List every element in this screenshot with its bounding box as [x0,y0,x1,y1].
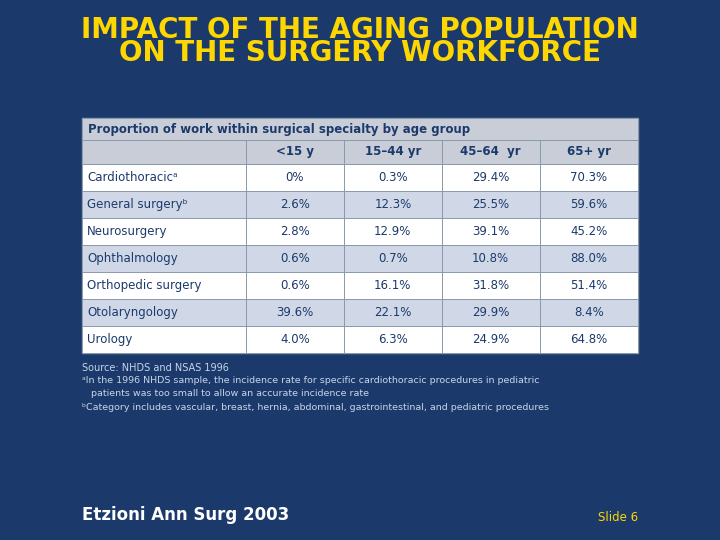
Text: 2.8%: 2.8% [280,225,310,238]
Text: 31.8%: 31.8% [472,279,509,292]
Text: 12.3%: 12.3% [374,198,411,211]
Text: 70.3%: 70.3% [570,171,608,184]
Text: 10.8%: 10.8% [472,252,509,265]
Text: 45.2%: 45.2% [570,225,608,238]
Text: IMPACT OF THE AGING POPULATION: IMPACT OF THE AGING POPULATION [81,16,639,44]
FancyBboxPatch shape [82,272,638,299]
FancyBboxPatch shape [82,326,638,353]
Text: 6.3%: 6.3% [378,333,408,346]
Text: 64.8%: 64.8% [570,333,608,346]
Text: ᵃIn the 1996 NHDS sample, the incidence rate for specific cardiothoracic procedu: ᵃIn the 1996 NHDS sample, the incidence … [82,376,539,397]
FancyBboxPatch shape [82,191,638,218]
Text: 59.6%: 59.6% [570,198,608,211]
Text: 45–64  yr: 45–64 yr [460,145,521,159]
Text: Slide 6: Slide 6 [598,511,638,524]
Text: Orthopedic surgery: Orthopedic surgery [87,279,202,292]
FancyBboxPatch shape [82,164,638,191]
Text: 22.1%: 22.1% [374,306,412,319]
Text: 0%: 0% [286,171,304,184]
Text: Ophthalmology: Ophthalmology [87,252,178,265]
Text: Source: NHDS and NSAS 1996: Source: NHDS and NSAS 1996 [82,363,229,373]
Text: 25.5%: 25.5% [472,198,509,211]
FancyBboxPatch shape [82,118,638,353]
FancyBboxPatch shape [82,140,638,164]
Text: 24.9%: 24.9% [472,333,509,346]
Text: 39.6%: 39.6% [276,306,314,319]
Text: 12.9%: 12.9% [374,225,412,238]
Text: Neurosurgery: Neurosurgery [87,225,168,238]
Text: 51.4%: 51.4% [570,279,608,292]
Text: 29.9%: 29.9% [472,306,509,319]
Text: 88.0%: 88.0% [570,252,607,265]
Text: 0.3%: 0.3% [378,171,408,184]
Text: <15 y: <15 y [276,145,314,159]
Text: 65+ yr: 65+ yr [567,145,611,159]
FancyBboxPatch shape [82,245,638,272]
Text: 39.1%: 39.1% [472,225,509,238]
Text: 29.4%: 29.4% [472,171,509,184]
Text: General surgeryᵇ: General surgeryᵇ [87,198,188,211]
Text: 4.0%: 4.0% [280,333,310,346]
Text: 0.6%: 0.6% [280,252,310,265]
Text: 2.6%: 2.6% [280,198,310,211]
FancyBboxPatch shape [82,218,638,245]
Text: Etzioni Ann Surg 2003: Etzioni Ann Surg 2003 [82,506,289,524]
Text: 0.7%: 0.7% [378,252,408,265]
Text: Urology: Urology [87,333,132,346]
Text: Proportion of work within surgical specialty by age group: Proportion of work within surgical speci… [88,123,470,136]
Text: 15–44 yr: 15–44 yr [364,145,421,159]
Text: Otolaryngology: Otolaryngology [87,306,178,319]
Text: ON THE SURGERY WORKFORCE: ON THE SURGERY WORKFORCE [119,39,601,67]
FancyBboxPatch shape [82,118,638,140]
Text: 0.6%: 0.6% [280,279,310,292]
Text: ᵇCategory includes vascular, breast, hernia, abdominal, gastrointestinal, and pe: ᵇCategory includes vascular, breast, her… [82,403,549,412]
Text: 8.4%: 8.4% [574,306,603,319]
Text: 16.1%: 16.1% [374,279,412,292]
Text: Cardiothoracicᵃ: Cardiothoracicᵃ [87,171,178,184]
FancyBboxPatch shape [82,299,638,326]
